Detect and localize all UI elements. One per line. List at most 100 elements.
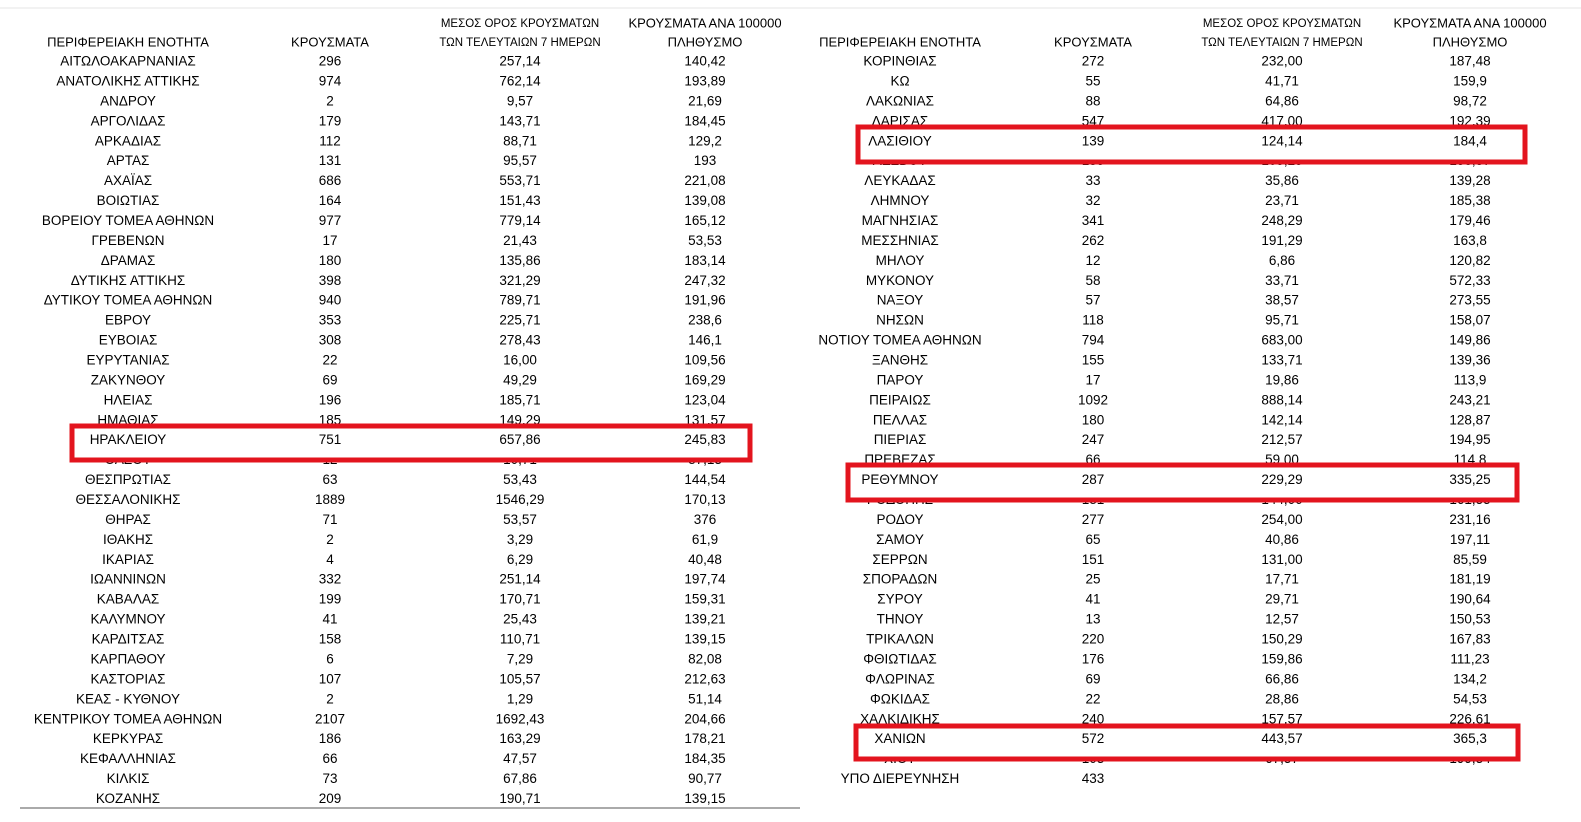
cell-value: 180 — [319, 253, 342, 268]
region-name: ΚΑΛΥΜΝΟΥ — [90, 612, 165, 627]
cell-value: 67,86 — [503, 771, 537, 786]
region-name: ΧΑΛΚΙΔΙΚΗΣ — [860, 711, 940, 726]
cell-value: 139 — [1082, 133, 1105, 148]
cell-value: 23,71 — [1265, 193, 1299, 208]
region-name: ΦΩΚΙΔΑΣ — [870, 691, 930, 706]
cell-value: 6,29 — [507, 552, 533, 567]
region-name: ΘΗΡΑΣ — [105, 512, 151, 527]
cell-value: 185,71 — [499, 392, 540, 407]
region-name: ΑΡΤΑΣ — [107, 153, 150, 168]
region-name: ΙΘΑΚΗΣ — [103, 532, 153, 547]
cell-value: 57 — [1085, 293, 1100, 308]
cell-value: 225,71 — [499, 313, 540, 328]
cell-value: 2 — [326, 532, 334, 547]
cell-value: 69 — [1085, 671, 1100, 686]
cell-value: 220 — [1082, 632, 1105, 647]
cell-value: 254,00 — [1261, 512, 1302, 527]
cell-value: 686 — [319, 173, 342, 188]
cell-value: 184,45 — [684, 113, 725, 128]
cell-value: 751 — [319, 432, 342, 447]
region-name: ΣΑΜΟΥ — [876, 532, 924, 547]
cell-value: 794 — [1082, 333, 1105, 348]
cell-value: 247 — [1082, 432, 1105, 447]
column-header: ΠΛΗΘΥΣΜΟ — [1433, 34, 1508, 49]
region-name: ΠΙΕΡΙΑΣ — [874, 432, 927, 447]
cell-value: 98,72 — [1453, 93, 1487, 108]
region-name: ΖΑΚΥΝΘΟΥ — [91, 372, 166, 387]
cell-value: 120,82 — [1449, 253, 1490, 268]
cell-value: 180 — [1082, 412, 1105, 427]
cell-value: 199 — [319, 592, 342, 607]
region-name: ΒΟΙΩΤΙΑΣ — [97, 193, 160, 208]
cell-value: 40,48 — [688, 552, 722, 567]
cell-value: 974 — [319, 73, 342, 88]
highlight-background — [848, 465, 1517, 500]
cell-value: 191,29 — [1261, 233, 1302, 248]
cell-value: 296 — [319, 54, 342, 69]
cell-value: 155 — [1082, 353, 1105, 368]
cell-value: 184,35 — [684, 751, 725, 766]
cell-value: 21,43 — [503, 233, 537, 248]
cell-value: 143,71 — [499, 113, 540, 128]
cell-value: 123,04 — [684, 392, 726, 407]
highlighted-rows: ΗΡΑΚΛΕΙΟΥ 751 657,86 245,83 — [72, 426, 750, 460]
region-name: ΜΕΣΣΗΝΙΑΣ — [861, 233, 939, 248]
highlighted-rows: ΛΑΣΙΘΙΟΥ 139 124,14 184,4 ΡΕΘΥΜΝΟΥ 287 229,29 3… — [848, 127, 1525, 759]
cell-value: 1692,43 — [496, 711, 545, 726]
cell-value: 13 — [1085, 612, 1100, 627]
cell-value: 277 — [1082, 512, 1105, 527]
cell-value: 212,63 — [684, 671, 725, 686]
region-name: ΗΡΑΚΛΕΙΟΥ — [90, 432, 167, 447]
column-header: ΜΕΣΟΣ ΟΡΟΣ ΚΡΟΥΣΜΑΤΩΝ — [441, 18, 599, 30]
cell-value: 167,83 — [1449, 632, 1490, 647]
cell-value: 25 — [1085, 572, 1100, 587]
cell-value: 41 — [322, 612, 337, 627]
region-name: ΚΑΒΑΛΑΣ — [97, 592, 159, 607]
cell-value: 179 — [319, 113, 342, 128]
region-name: ΔΥΤΙΚΟΥ ΤΟΜΕΑ ΑΘΗΝΩΝ — [44, 293, 213, 308]
cell-value: 245,83 — [684, 432, 725, 447]
cell-value: 190,64 — [1449, 592, 1491, 607]
region-name: ΣΠΟΡΑΔΩΝ — [863, 572, 937, 587]
region-name: ΛΗΜΝΟΥ — [871, 193, 930, 208]
region-name: ΦΘΙΩΤΙΔΑΣ — [863, 651, 936, 666]
cell-value: 170,71 — [499, 592, 540, 607]
cell-value: 572 — [1082, 731, 1105, 746]
cell-value: 197,74 — [684, 572, 726, 587]
cell-value: 187,48 — [1449, 54, 1490, 69]
cell-value: 29,71 — [1265, 592, 1299, 607]
cell-value: 321,29 — [499, 273, 540, 288]
cell-value: 149,86 — [1449, 333, 1490, 348]
cell-value: 61,9 — [692, 532, 718, 547]
region-name: ΓΡΕΒΕΝΩΝ — [91, 233, 164, 248]
cell-value: 110,71 — [500, 632, 540, 647]
cell-value: 6,86 — [1269, 253, 1295, 268]
cell-value: 657,86 — [499, 432, 540, 447]
cell-value: 69 — [322, 372, 337, 387]
cell-value: 51,14 — [688, 691, 722, 706]
region-name: ΝΑΞΟΥ — [877, 293, 924, 308]
cell-value: 231,16 — [1449, 512, 1490, 527]
cell-value: 139,28 — [1449, 173, 1490, 188]
cell-value: 63 — [322, 472, 337, 487]
cell-value: 54,53 — [1453, 691, 1487, 706]
region-name: ΥΠΟ ΔΙΕΡΕΥΝΗΣΗ — [841, 771, 960, 786]
cell-value: 19,86 — [1265, 372, 1299, 387]
region-name: ΡΕΘΥΜΝΟΥ — [861, 472, 938, 487]
region-name: ΡΟΔΟΥ — [876, 512, 923, 527]
cell-value: 789,71 — [499, 293, 540, 308]
cell-value: 308 — [319, 333, 342, 348]
highlight-background — [72, 426, 750, 460]
cell-value: 190,71 — [499, 791, 540, 806]
cell-value: 64,86 — [1265, 93, 1299, 108]
region-name: ΚΑΣΤΟΡΙΑΣ — [91, 671, 166, 686]
cell-value: 240 — [1082, 711, 1105, 726]
cell-value: 139,15 — [684, 791, 725, 806]
column-header: ΠΕΡΙΦΕΡΕΙΑΚΗ ΕΝΟΤΗΤΑ — [819, 34, 981, 49]
cell-value: 1092 — [1078, 392, 1108, 407]
cell-value: 135,86 — [499, 253, 540, 268]
cell-value: 150,29 — [1261, 632, 1302, 647]
cell-value: 332 — [319, 572, 342, 587]
cell-value: 142,14 — [1261, 412, 1303, 427]
